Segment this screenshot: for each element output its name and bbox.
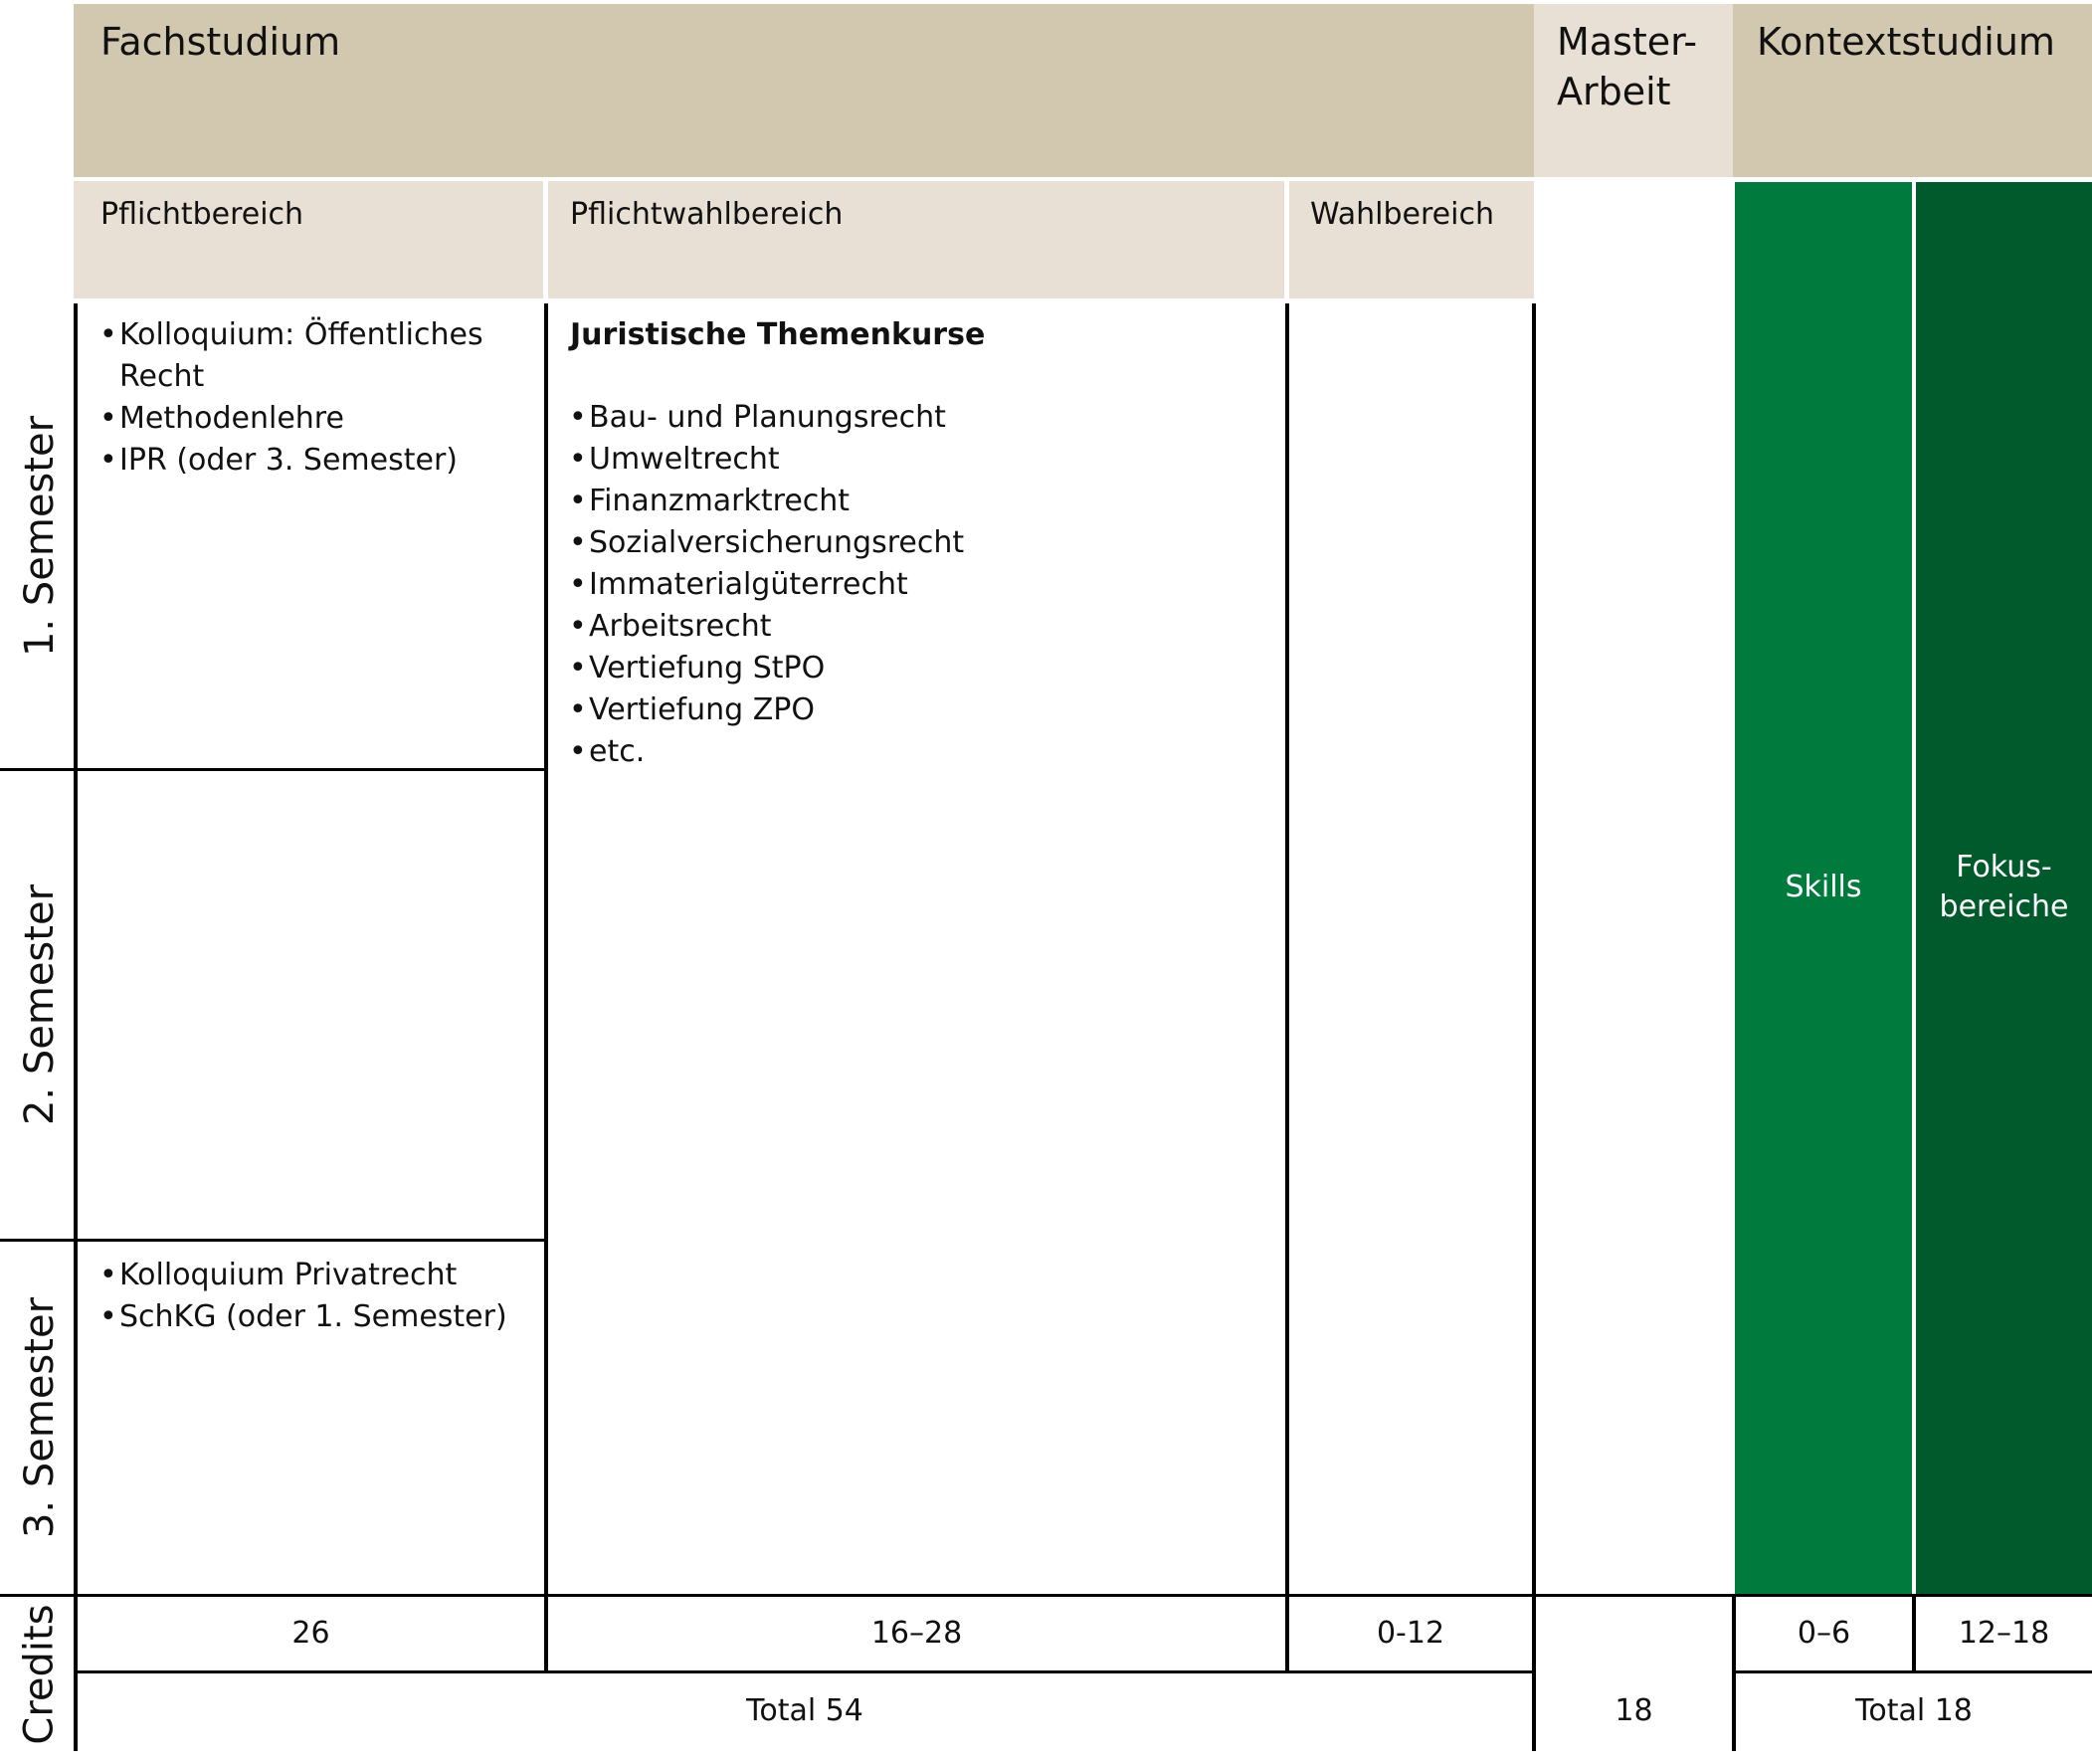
grid-line-skills-fokus	[1912, 1596, 1916, 1673]
credits-pflicht: 26	[291, 1616, 330, 1651]
credits-wahl: 0-12	[1376, 1616, 1445, 1651]
kontextstudium-title: Kontextstudium	[1757, 20, 2055, 64]
list-item: Immaterialgüterrecht	[569, 564, 1265, 606]
credits-masterarbeit: 18	[1615, 1693, 1653, 1728]
credits-total-kontext: Total 18	[1855, 1693, 1973, 1728]
semester-2-label: 2. Semester	[17, 883, 63, 1126]
list-item: Finanzmarktrecht	[569, 481, 1265, 522]
skills-column	[1735, 182, 1912, 1596]
fachstudium-header	[74, 4, 1534, 177]
semester-3-label: 3. Semester	[17, 1296, 63, 1539]
list-item: etc.	[569, 731, 1265, 773]
pflicht-semester3-list: Kolloquium PrivatrechtSchKG (oder 1. Sem…	[99, 1255, 537, 1338]
credits-skills: 0–6	[1797, 1616, 1851, 1651]
fokusbereiche-label: Fokus- bereiche	[1939, 850, 2069, 924]
grid-line-pflichtwahl	[1285, 303, 1289, 1673]
masterarbeit-title: Master- Arbeit	[1557, 20, 1698, 113]
grid-line-credits-top	[0, 1594, 2092, 1597]
masterarbeit-header	[1534, 4, 1733, 177]
skills-label: Skills	[1785, 870, 1862, 904]
grid-line-left	[74, 303, 78, 1751]
credits-fokus: 12–18	[1958, 1616, 2050, 1651]
wahlbereich-header	[1289, 181, 1534, 298]
credits-label: Credits	[17, 1603, 64, 1745]
pflichtwahlbereich-header	[548, 181, 1284, 298]
list-item: Vertiefung ZPO	[569, 689, 1265, 731]
grid-line-credits-middle-kontext	[1734, 1670, 2092, 1673]
list-item: Sozialversicherungsrecht	[569, 522, 1265, 564]
wahlbereich-title: Wahlbereich	[1310, 197, 1494, 232]
grid-line-credits-middle	[76, 1670, 1534, 1673]
grid-line-sem2-sem3	[0, 1239, 547, 1242]
list-item: Arbeitsrecht	[569, 606, 1265, 648]
list-item: Vertiefung StPO	[569, 648, 1265, 689]
fokusbereiche-column	[1916, 182, 2092, 1596]
semester-1-label: 1. Semester	[17, 415, 63, 657]
list-item: Kolloquium: Öffentliches Recht	[99, 314, 537, 398]
pflichtbereich-title: Pflichtbereich	[100, 197, 304, 232]
fachstudium-title: Fachstudium	[100, 20, 341, 64]
list-item: Kolloquium Privatrecht	[99, 1255, 537, 1296]
list-item: IPR (oder 3. Semester)	[99, 440, 537, 482]
list-item: Umweltrecht	[569, 439, 1265, 481]
pflichtbereich-header	[74, 181, 543, 298]
list-item: Bau- und Planungsrecht	[569, 397, 1265, 439]
credits-pflichtwahl: 16–28	[870, 1616, 963, 1651]
pflichtwahlbereich-title: Pflichtwahlbereich	[570, 197, 844, 232]
pflicht-semester1-list: Kolloquium: Öffentliches RechtMethodenle…	[99, 314, 537, 482]
grid-line-sem1-sem2	[0, 768, 547, 771]
grid-line-kontext-left	[1732, 1596, 1736, 1751]
themenkurse-list: Bau- und PlanungsrechtUmweltrechtFinanzm…	[569, 397, 1265, 773]
list-item: Methodenlehre	[99, 398, 537, 440]
themenkurse-title: Juristische Themenkurse	[570, 317, 986, 352]
credits-total-fach: Total 54	[746, 1693, 863, 1728]
kontextstudium-header	[1733, 4, 2092, 177]
grid-line-fach-right	[1532, 303, 1536, 1751]
list-item: SchKG (oder 1. Semester)	[99, 1296, 537, 1338]
grid-line-pflicht	[544, 303, 548, 1673]
